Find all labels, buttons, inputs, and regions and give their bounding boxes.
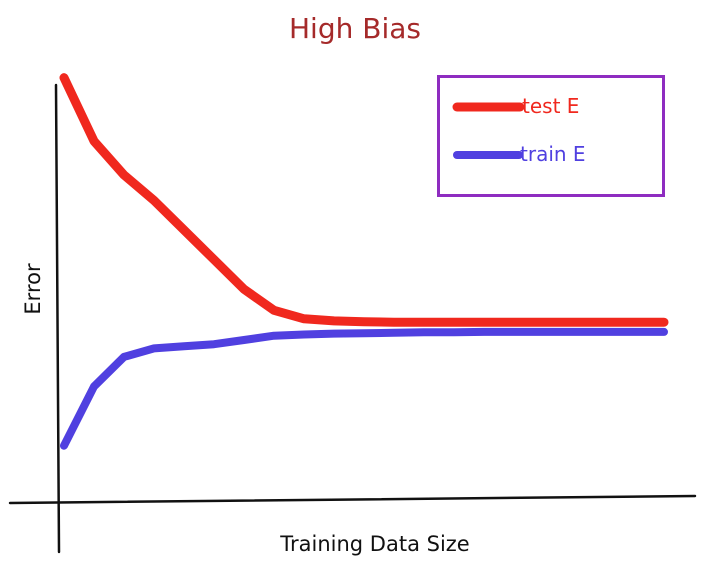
series-line-train-e bbox=[60, 327, 668, 450]
series-line-test-e bbox=[59, 73, 669, 327]
chart-title: High Bias bbox=[289, 12, 421, 45]
x-axis bbox=[8, 494, 697, 505]
legend: test E train E bbox=[437, 75, 665, 197]
y-axis-label: Error bbox=[21, 263, 45, 315]
x-axis-label: Training Data Size bbox=[280, 532, 470, 556]
legend-swatches bbox=[452, 102, 525, 159]
legend-label-train: train E bbox=[520, 142, 586, 166]
y-axis bbox=[54, 83, 61, 554]
series-layer bbox=[59, 73, 669, 450]
legend-label-test: test E bbox=[522, 94, 580, 118]
